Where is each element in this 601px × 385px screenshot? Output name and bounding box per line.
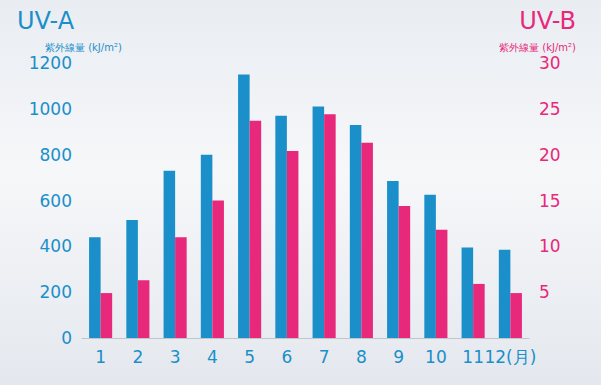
svg-text:200: 200	[40, 282, 72, 302]
svg-text:11: 11	[462, 347, 484, 367]
svg-text:30: 30	[539, 53, 561, 73]
svg-text:0: 0	[61, 328, 72, 348]
svg-text:5: 5	[244, 347, 255, 367]
svg-text:6: 6	[281, 347, 292, 367]
svg-text:5: 5	[539, 282, 550, 302]
svg-text:10: 10	[425, 347, 447, 367]
svg-text:600: 600	[40, 191, 72, 211]
svg-text:UV-B: UV-B	[519, 7, 576, 35]
svg-text:3: 3	[170, 347, 181, 367]
svg-text:12(月): 12(月)	[484, 347, 536, 367]
svg-text:2: 2	[132, 347, 143, 367]
svg-text:4: 4	[207, 347, 218, 367]
svg-text:800: 800	[40, 145, 72, 165]
svg-text:紫外線量 (kJ/m²): 紫外線量 (kJ/m²)	[45, 42, 122, 53]
svg-text:9: 9	[393, 347, 404, 367]
svg-text:400: 400	[40, 236, 72, 256]
svg-text:1000: 1000	[29, 99, 72, 119]
svg-text:8: 8	[356, 347, 367, 367]
svg-text:1200: 1200	[29, 53, 72, 73]
svg-text:1: 1	[95, 347, 106, 367]
svg-text:15: 15	[539, 191, 561, 211]
svg-text:7: 7	[319, 347, 330, 367]
svg-text:紫外線量 (kJ/m²): 紫外線量 (kJ/m²)	[499, 42, 576, 53]
svg-text:UV-A: UV-A	[17, 7, 75, 35]
svg-text:10: 10	[539, 236, 561, 256]
svg-text:20: 20	[539, 145, 561, 165]
svg-text:25: 25	[539, 99, 561, 119]
